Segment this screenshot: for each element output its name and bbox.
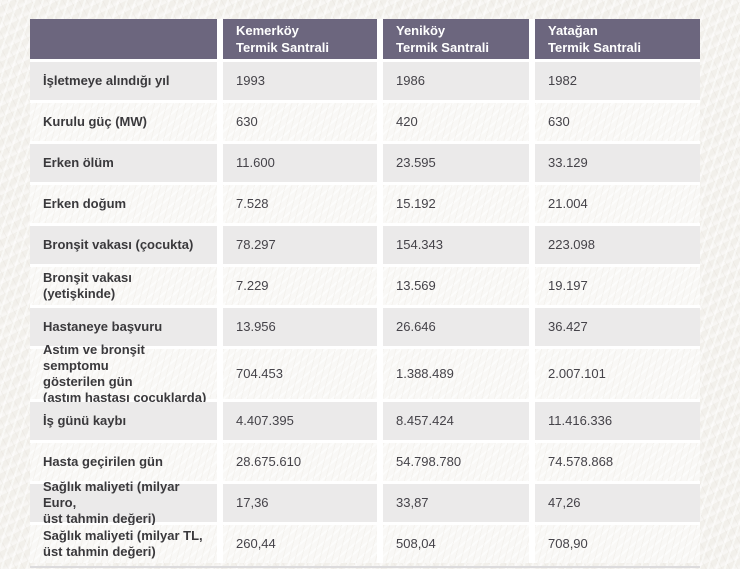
value-cell: 13.569: [383, 267, 529, 305]
column-header-kemerkoy: Kemerköy Termik Santrali: [223, 19, 377, 59]
row-label: Erken doğum: [30, 185, 217, 223]
row-label: Sağlık maliyeti (milyar Euro, üst tahmin…: [30, 479, 217, 526]
value-cell: 630: [223, 103, 377, 141]
value-cell: 11.600: [223, 144, 377, 182]
row-label: Kurulu güç (MW): [30, 103, 217, 141]
column-header-yenikoy: Yeniköy Termik Santrali: [383, 19, 529, 59]
value-cell: 11.416.336: [535, 402, 700, 440]
column-header-subtitle: Termik Santrali: [396, 40, 489, 55]
value-cell: 1.388.489: [383, 349, 529, 399]
value-cell: 33,87: [383, 484, 529, 522]
column-header-name: Yatağan: [548, 23, 598, 38]
value-cell: 1982: [535, 62, 700, 100]
value-cell: 17,36: [223, 484, 377, 522]
value-cell: 630: [535, 103, 700, 141]
value-cell: 47,26: [535, 484, 700, 522]
column-header-name: Yeniköy: [396, 23, 446, 38]
column-header-name: Kemerköy: [236, 23, 299, 38]
row-label: İş günü kaybı: [30, 402, 217, 440]
value-cell: 7.229: [223, 267, 377, 305]
value-cell: 19.197: [535, 267, 700, 305]
value-cell: 508,04: [383, 525, 529, 563]
table-bottom-rule: [30, 566, 700, 568]
value-cell: 15.192: [383, 185, 529, 223]
value-cell: 74.578.868: [535, 443, 700, 481]
row-label: Astım ve bronşit semptomu gösterilen gün…: [30, 342, 217, 405]
value-cell: 223.098: [535, 226, 700, 264]
row-label: İşletmeye alındığı yıl: [30, 62, 217, 100]
value-cell: 154.343: [383, 226, 529, 264]
row-label: Hastaneye başvuru: [30, 308, 217, 346]
value-cell: 708,90: [535, 525, 700, 563]
value-cell: 36.427: [535, 308, 700, 346]
row-label: Bronşit vakası (yetişkinde): [30, 267, 217, 305]
value-cell: 21.004: [535, 185, 700, 223]
value-cell: 2.007.101: [535, 349, 700, 399]
value-cell: 4.407.395: [223, 402, 377, 440]
value-cell: 33.129: [535, 144, 700, 182]
row-label: Hasta geçirilen gün: [30, 443, 217, 481]
value-cell: 78.297: [223, 226, 377, 264]
value-cell: 54.798.780: [383, 443, 529, 481]
value-cell: 7.528: [223, 185, 377, 223]
value-cell: 28.675.610: [223, 443, 377, 481]
column-header-subtitle: Termik Santrali: [548, 40, 641, 55]
value-cell: 13.956: [223, 308, 377, 346]
value-cell: 8.457.424: [383, 402, 529, 440]
value-cell: 704.453: [223, 349, 377, 399]
value-cell: 26.646: [383, 308, 529, 346]
column-header-subtitle: Termik Santrali: [236, 40, 329, 55]
column-header-yatagan: Yatağan Termik Santrali: [535, 19, 700, 59]
row-label: Sağlık maliyeti (milyar TL, üst tahmin d…: [30, 525, 217, 563]
header-empty-corner-cell: [30, 19, 217, 59]
row-label: Bronşit vakası (çocukta): [30, 226, 217, 264]
value-cell: 260,44: [223, 525, 377, 563]
row-label: Erken ölüm: [30, 144, 217, 182]
power-plants-health-impact-table: Kemerköy Termik Santrali Yeniköy Termik …: [30, 19, 700, 563]
value-cell: 1986: [383, 62, 529, 100]
value-cell: 1993: [223, 62, 377, 100]
value-cell: 23.595: [383, 144, 529, 182]
value-cell: 420: [383, 103, 529, 141]
